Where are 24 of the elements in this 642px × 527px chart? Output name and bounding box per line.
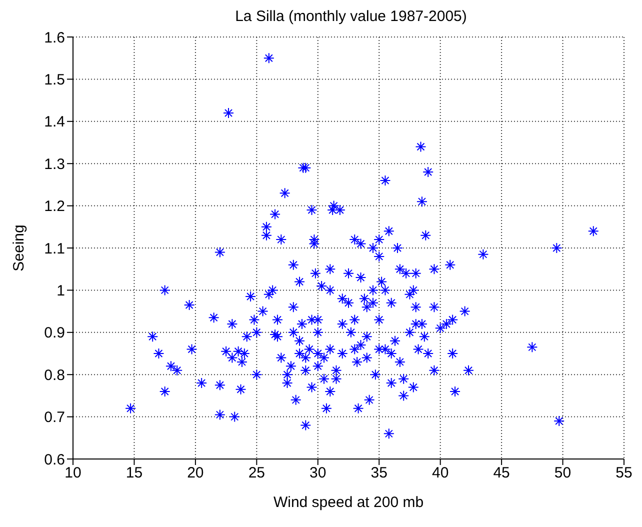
y-tick-label: 1.6 — [44, 29, 65, 46]
y-tick-label: 0.9 — [44, 324, 65, 342]
y-tick-label: 0.7 — [44, 409, 65, 426]
x-tick-label: 50 — [554, 464, 572, 482]
x-tick-label: 15 — [126, 464, 143, 482]
x-tick-label: 55 — [616, 464, 632, 482]
y-tick-label: 1.4 — [44, 114, 65, 131]
x-axis-title: Wind speed at 200 mb — [273, 494, 424, 511]
x-tick-label: 25 — [248, 464, 266, 482]
x-tick-label: 35 — [370, 464, 388, 482]
y-tick-label: 1.5 — [44, 72, 65, 89]
y-axis-title: Seeing — [10, 224, 28, 272]
x-tick-label: 45 — [493, 464, 510, 482]
x-tick-label: 10 — [64, 464, 82, 482]
y-tick-label: 1 — [56, 282, 65, 300]
y-tick-label: 1.2 — [44, 198, 65, 216]
y-tick-label: 0.6 — [44, 451, 65, 468]
y-tick-label: 0.8 — [44, 366, 65, 384]
chart-title: La Silla (monthly value 1987-2005) — [234, 8, 468, 27]
y-tick-label: 1.1 — [44, 240, 65, 258]
y-tick-label: 1.3 — [44, 156, 65, 173]
x-tick-label: 30 — [310, 464, 326, 482]
x-tick-label: 40 — [432, 464, 449, 482]
x-tick-label: 20 — [187, 464, 204, 482]
